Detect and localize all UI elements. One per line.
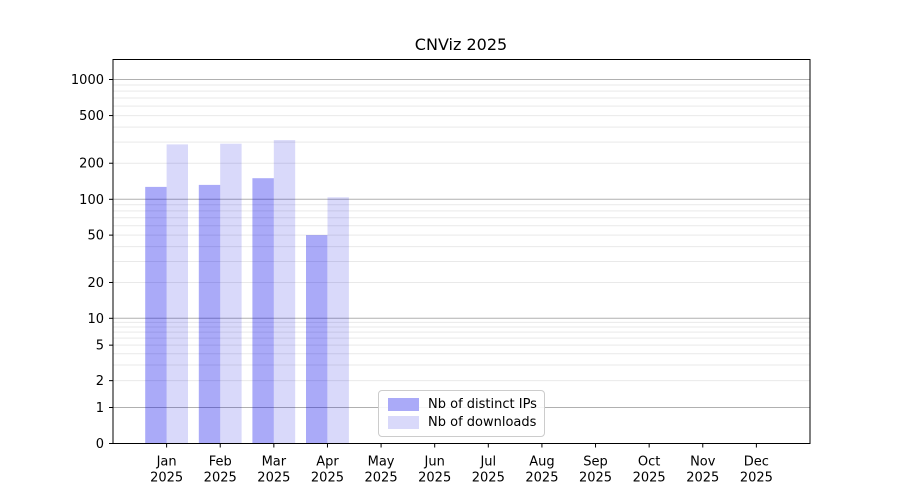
legend-item-downloads: Nb of downloads — [388, 414, 537, 431]
y-tick-label: 5 — [96, 339, 104, 354]
legend: Nb of distinct IPs Nb of downloads — [378, 390, 545, 437]
x-tick-label: Dec 2025 — [740, 455, 773, 486]
x-tick-label: Jun 2025 — [418, 455, 451, 486]
y-tick-label: 200 — [79, 157, 104, 172]
x-tick-label: Feb 2025 — [204, 455, 237, 486]
bar-nb-of-distinct-ips-feb — [198, 184, 221, 444]
bar-nb-of-downloads-jan — [166, 144, 188, 444]
bar-nb-of-distinct-ips-jan — [145, 186, 167, 444]
bar-nb-of-distinct-ips-apr — [306, 235, 328, 444]
legend-label-downloads: Nb of downloads — [428, 414, 537, 430]
legend-label-distinct-ips: Nb of distinct IPs — [428, 397, 537, 413]
x-tick-label: Jul 2025 — [472, 455, 505, 486]
x-tick-label: Jan 2025 — [150, 455, 183, 486]
legend-swatch-distinct-ips — [388, 398, 419, 412]
y-tick-label: 100 — [79, 193, 104, 208]
y-tick-label: 2 — [96, 374, 104, 389]
axes-spines — [112, 59, 811, 444]
x-tick-label: Oct 2025 — [633, 455, 666, 486]
legend-swatch-downloads — [388, 415, 419, 429]
x-tick-label: Sep 2025 — [579, 455, 612, 486]
y-tick-label: 1000 — [71, 73, 104, 88]
x-tick-label: Nov 2025 — [686, 455, 719, 486]
bar-nb-of-downloads-mar — [273, 140, 296, 444]
y-tick-label: 1 — [96, 401, 104, 416]
bar-nb-of-downloads-apr — [327, 197, 349, 444]
x-tick-label: Mar 2025 — [257, 455, 290, 486]
y-tick-label: 20 — [87, 276, 104, 291]
chart-title: CNViz 2025 — [414, 35, 508, 54]
x-tick-label: May 2025 — [365, 455, 398, 486]
x-tick-label: Apr 2025 — [311, 455, 344, 486]
y-tick-label: 500 — [79, 109, 104, 124]
y-tick-label: 50 — [87, 229, 104, 244]
x-tick-label: Aug 2025 — [525, 455, 558, 486]
legend-item-distinct-ips: Nb of distinct IPs — [388, 396, 537, 413]
y-tick-label: 0 — [96, 437, 104, 452]
bar-nb-of-downloads-feb — [220, 143, 242, 444]
y-tick-label: 10 — [87, 312, 104, 327]
bar-nb-of-distinct-ips-mar — [252, 178, 274, 444]
